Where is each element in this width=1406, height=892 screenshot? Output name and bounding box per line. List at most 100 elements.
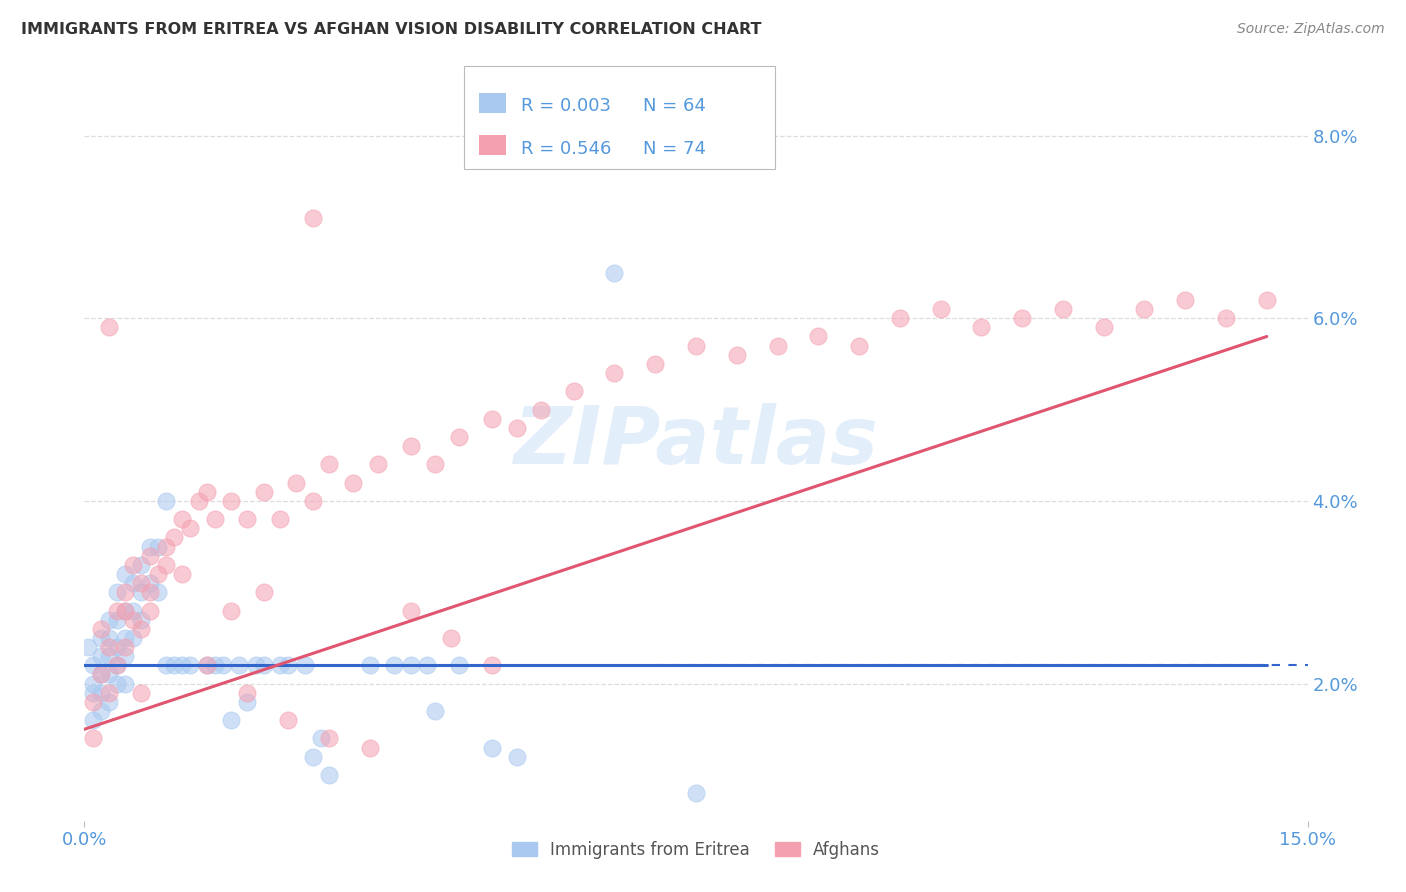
- Point: [187, 494, 209, 508]
- Point: [204, 512, 226, 526]
- Point: [236, 512, 259, 526]
- Point: [399, 658, 422, 673]
- Point: [1092, 320, 1115, 334]
- Point: [138, 540, 160, 554]
- Point: [82, 731, 104, 746]
- Point: [685, 786, 707, 800]
- Point: [82, 686, 104, 700]
- Point: [423, 458, 446, 472]
- Point: [172, 566, 194, 581]
- Point: [179, 521, 201, 535]
- Text: N = 64: N = 64: [644, 97, 706, 115]
- Point: [195, 658, 218, 673]
- Point: [114, 649, 136, 664]
- Point: [212, 658, 235, 673]
- Point: [97, 667, 120, 681]
- Point: [105, 658, 128, 673]
- Point: [105, 603, 128, 617]
- Point: [449, 430, 471, 444]
- Point: [90, 649, 112, 664]
- Point: [146, 540, 169, 554]
- Point: [294, 658, 316, 673]
- Point: [1011, 311, 1033, 326]
- Point: [359, 740, 381, 755]
- Point: [269, 512, 291, 526]
- Point: [481, 658, 503, 673]
- Point: [195, 658, 218, 673]
- Point: [114, 631, 136, 645]
- Point: [505, 421, 527, 435]
- Text: R = 0.546: R = 0.546: [522, 140, 612, 158]
- Point: [807, 329, 830, 343]
- Point: [105, 585, 128, 599]
- Point: [228, 658, 250, 673]
- Point: [105, 613, 128, 627]
- Point: [416, 658, 439, 673]
- Point: [105, 676, 128, 690]
- Point: [766, 338, 789, 352]
- Point: [97, 649, 120, 664]
- Point: [889, 311, 911, 326]
- Point: [97, 686, 120, 700]
- Point: [122, 613, 145, 627]
- Point: [114, 603, 136, 617]
- Point: [155, 540, 177, 554]
- Point: [219, 603, 242, 617]
- Point: [505, 749, 527, 764]
- Point: [90, 667, 112, 681]
- Point: [449, 658, 471, 673]
- Point: [77, 640, 100, 654]
- Point: [97, 613, 120, 627]
- Point: [114, 585, 136, 599]
- Point: [172, 512, 194, 526]
- Point: [114, 676, 136, 690]
- Point: [481, 411, 503, 425]
- Point: [301, 494, 323, 508]
- Point: [603, 366, 626, 380]
- Point: [440, 631, 463, 645]
- Point: [131, 686, 153, 700]
- Point: [269, 658, 291, 673]
- Point: [644, 357, 666, 371]
- Text: R = 0.003: R = 0.003: [522, 97, 612, 115]
- Point: [382, 658, 405, 673]
- Point: [131, 558, 153, 572]
- Point: [90, 704, 112, 718]
- Point: [277, 658, 299, 673]
- Point: [929, 302, 952, 317]
- Point: [685, 338, 707, 352]
- Point: [179, 658, 201, 673]
- Point: [90, 622, 112, 636]
- Point: [82, 713, 104, 727]
- Point: [399, 439, 422, 453]
- Point: [82, 676, 104, 690]
- Point: [970, 320, 993, 334]
- Point: [82, 658, 104, 673]
- Point: [97, 320, 120, 334]
- Point: [848, 338, 870, 352]
- Point: [399, 603, 422, 617]
- Point: [562, 384, 585, 399]
- Text: N = 74: N = 74: [644, 140, 706, 158]
- Point: [131, 622, 153, 636]
- Point: [105, 658, 128, 673]
- Point: [285, 475, 308, 490]
- FancyBboxPatch shape: [479, 136, 506, 155]
- Text: Source: ZipAtlas.com: Source: ZipAtlas.com: [1237, 22, 1385, 37]
- Point: [219, 713, 242, 727]
- Point: [423, 704, 446, 718]
- Point: [318, 768, 340, 782]
- Point: [603, 266, 626, 280]
- Point: [163, 531, 186, 545]
- Point: [301, 749, 323, 764]
- Text: ZIPatlas: ZIPatlas: [513, 402, 879, 481]
- Point: [82, 695, 104, 709]
- Point: [122, 558, 145, 572]
- Point: [122, 576, 145, 591]
- Point: [131, 585, 153, 599]
- Point: [236, 695, 259, 709]
- Point: [97, 640, 120, 654]
- Point: [1174, 293, 1197, 307]
- Point: [342, 475, 364, 490]
- Point: [122, 603, 145, 617]
